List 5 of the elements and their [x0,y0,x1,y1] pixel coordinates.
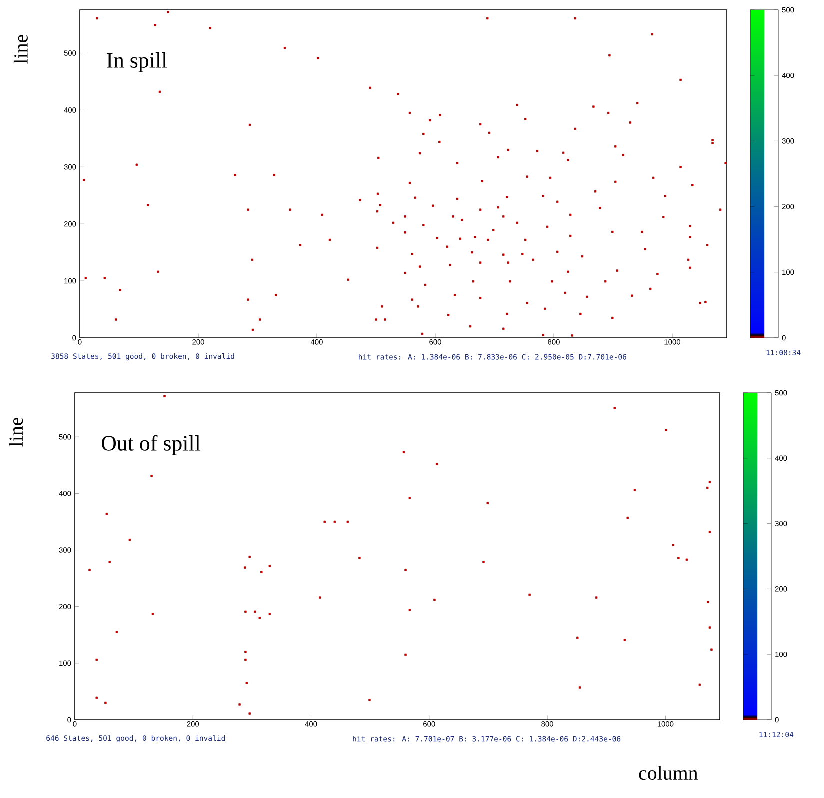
y-axis-title: line [9,418,24,447]
text: In spill [106,52,168,72]
y-axis-title: line [14,35,28,64]
x-axis-title: column [639,766,698,780]
text: Out of spill [102,435,200,456]
